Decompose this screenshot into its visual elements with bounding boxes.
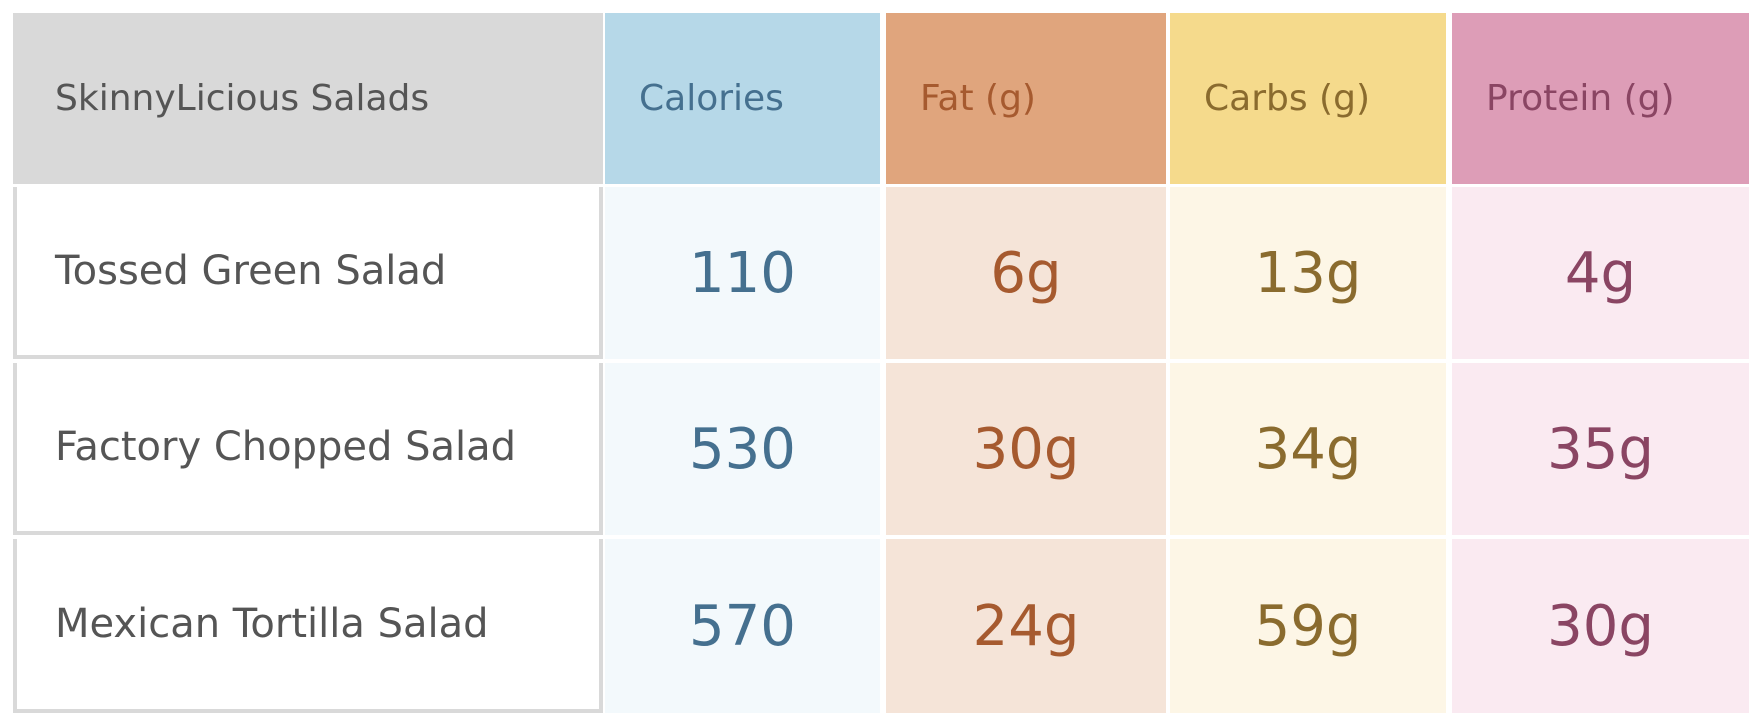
value-cell: 59g xyxy=(1170,539,1446,713)
row-label: Mexican Tortilla Salad xyxy=(13,539,603,713)
value-cell: 35g xyxy=(1452,363,1749,535)
value-cell: 30g xyxy=(886,363,1166,535)
value-cell: 570 xyxy=(605,539,880,713)
value-cell: 4g xyxy=(1452,187,1749,359)
header-cell: Protein (g) xyxy=(1452,13,1749,184)
value-cell: 530 xyxy=(605,363,880,535)
header-cell: Fat (g) xyxy=(886,13,1166,184)
header-cell: SkinnyLicious Salads xyxy=(13,13,603,184)
value-cell: 30g xyxy=(1452,539,1749,713)
value-cell: 6g xyxy=(886,187,1166,359)
header-cell: Calories xyxy=(605,13,880,184)
value-cell: 13g xyxy=(1170,187,1446,359)
row-label: Factory Chopped Salad xyxy=(13,363,603,535)
value-cell: 110 xyxy=(605,187,880,359)
row-label: Tossed Green Salad xyxy=(13,187,603,359)
header-cell: Carbs (g) xyxy=(1170,13,1446,184)
value-cell: 24g xyxy=(886,539,1166,713)
value-cell: 34g xyxy=(1170,363,1446,535)
